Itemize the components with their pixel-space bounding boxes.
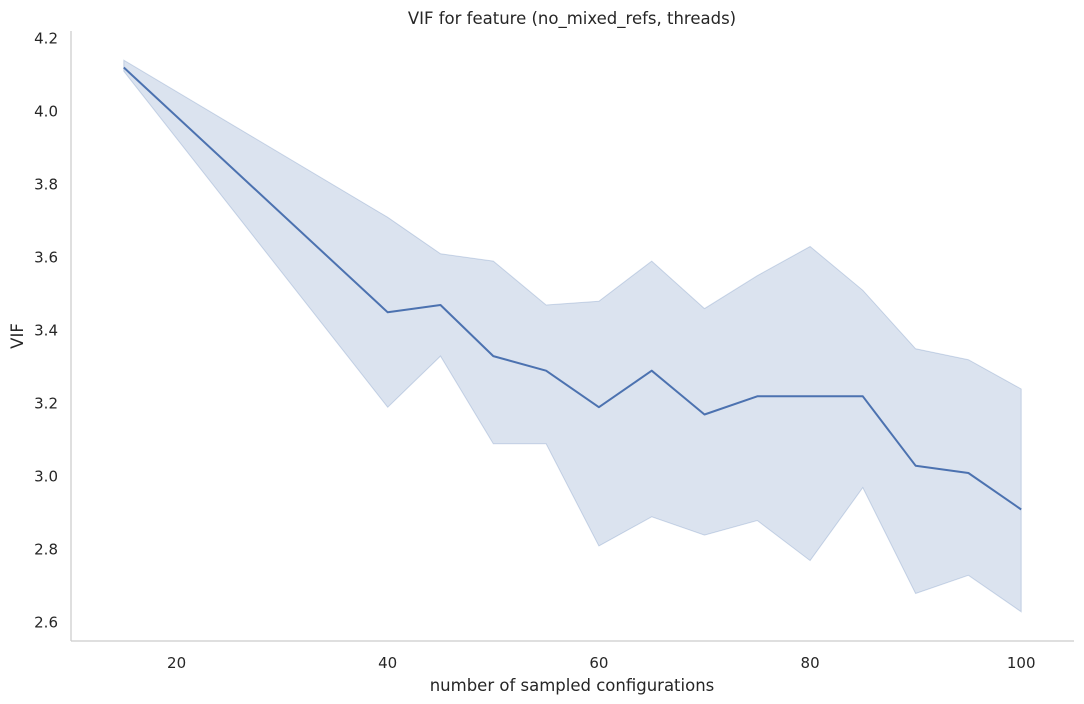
x-tick-label: 100 (1007, 654, 1036, 672)
x-tick-label: 80 (801, 654, 820, 672)
x-tick-label: 60 (589, 654, 608, 672)
x-tick-labels: 20 40 60 80 100 (167, 654, 1035, 672)
confidence-band (123, 59, 1022, 613)
x-axis-label: number of sampled configurations (430, 676, 715, 695)
y-tick-label: 3.4 (34, 322, 58, 340)
y-axis-label: VIF (8, 323, 27, 349)
x-tick-label: 20 (167, 654, 186, 672)
series-line (123, 66, 1022, 511)
y-tick-label: 3.2 (34, 395, 58, 413)
y-tick-label: 2.8 (34, 541, 58, 559)
y-tick-label: 3.8 (34, 175, 58, 193)
chart-title: VIF for feature (no_mixed_refs, threads) (408, 9, 736, 29)
series-line-layer (123, 66, 1022, 511)
y-tick-label: 3.6 (34, 249, 58, 267)
x-tick-label: 40 (378, 654, 397, 672)
y-tick-labels: 2.6 2.8 3.0 3.2 3.4 3.6 3.8 4.0 4.2 (34, 29, 58, 631)
y-tick-label: 2.6 (34, 614, 58, 632)
confidence-band-layer (123, 59, 1022, 613)
y-tick-label: 3.0 (34, 468, 58, 486)
y-tick-label: 4.2 (34, 29, 58, 47)
y-tick-label: 4.0 (34, 102, 58, 120)
